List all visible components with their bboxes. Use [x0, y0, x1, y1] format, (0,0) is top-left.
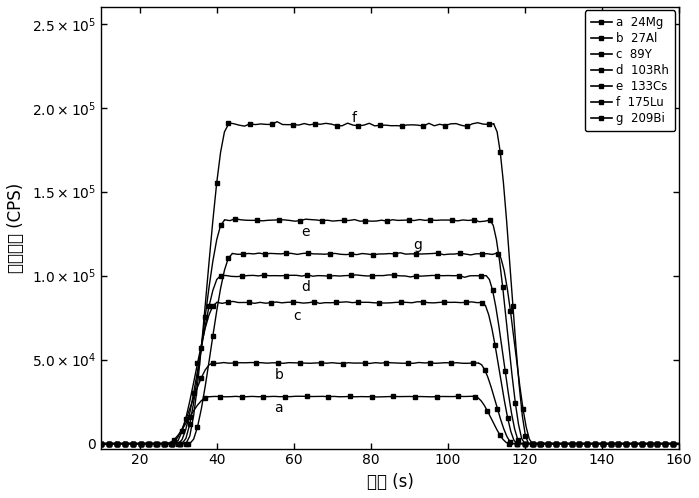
- X-axis label: 时间 (s): 时间 (s): [366, 473, 413, 491]
- Y-axis label: 信号强度 (CPS): 信号强度 (CPS): [7, 183, 25, 273]
- Legend: a  24Mg, b  27Al, c  89Y, d  103Rh, e  133Cs, f  175Lu, g  209Bi: a 24Mg, b 27Al, c 89Y, d 103Rh, e 133Cs,…: [584, 10, 675, 131]
- Text: e: e: [301, 225, 310, 239]
- Text: b: b: [275, 368, 283, 382]
- Text: a: a: [275, 401, 283, 415]
- Text: c: c: [294, 309, 301, 323]
- Text: f: f: [352, 111, 356, 125]
- Text: d: d: [301, 280, 310, 294]
- Text: g: g: [413, 239, 422, 252]
